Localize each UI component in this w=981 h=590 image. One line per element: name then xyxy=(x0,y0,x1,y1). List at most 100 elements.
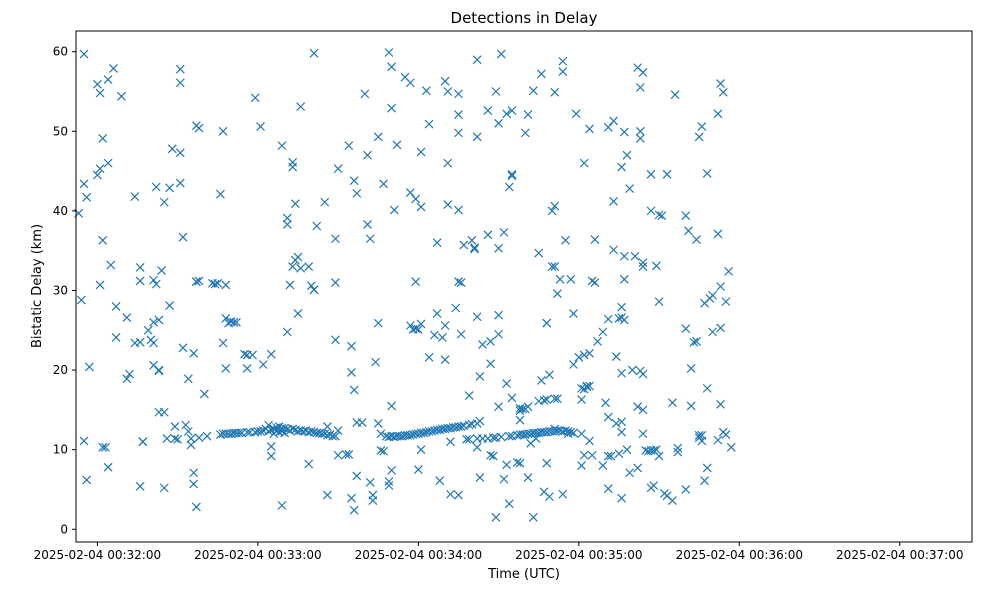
data-point xyxy=(617,417,627,427)
data-point xyxy=(443,200,453,209)
data-point xyxy=(191,277,201,287)
data-point xyxy=(598,461,608,471)
data-point xyxy=(649,481,659,490)
data-point xyxy=(277,500,287,510)
data-point xyxy=(633,402,643,412)
data-point xyxy=(341,450,351,459)
data-point xyxy=(216,189,225,199)
data-point xyxy=(138,437,148,447)
data-point xyxy=(440,355,450,365)
data-point xyxy=(494,118,504,128)
data-point xyxy=(186,440,196,450)
data-point xyxy=(151,279,161,289)
data-point xyxy=(424,119,434,129)
data-point xyxy=(625,184,635,194)
data-point xyxy=(165,183,175,193)
data-point xyxy=(424,352,434,362)
x-tick-label: 2025-02-04 00:36:00 xyxy=(676,548,803,562)
data-point xyxy=(285,280,295,290)
data-point xyxy=(472,442,482,452)
data-point xyxy=(638,67,648,77)
data-point xyxy=(507,393,517,403)
data-point xyxy=(619,251,629,261)
data-point xyxy=(670,90,680,100)
data-point xyxy=(333,450,343,460)
data-point xyxy=(681,211,691,221)
data-point xyxy=(483,230,493,240)
data-point xyxy=(331,335,340,345)
data-point xyxy=(248,350,257,360)
data-point xyxy=(373,132,383,142)
data-point xyxy=(109,63,118,73)
data-point xyxy=(317,429,327,439)
data-point xyxy=(373,418,383,428)
data-point xyxy=(638,262,648,272)
data-point xyxy=(662,169,672,179)
data-point xyxy=(539,395,549,405)
data-point xyxy=(488,451,498,461)
data-point xyxy=(635,126,645,136)
data-point xyxy=(579,350,589,360)
data-point xyxy=(456,422,466,432)
data-point xyxy=(162,434,172,443)
data-point xyxy=(384,481,394,490)
data-point xyxy=(654,451,664,461)
data-point xyxy=(175,148,185,158)
data-point xyxy=(638,369,648,379)
data-point xyxy=(322,490,332,500)
data-point xyxy=(716,399,726,409)
data-point xyxy=(411,277,421,287)
data-point xyxy=(515,415,525,425)
data-point xyxy=(84,362,94,372)
data-point xyxy=(320,197,330,207)
data-point xyxy=(566,274,576,284)
data-point xyxy=(700,476,709,486)
data-point xyxy=(657,211,667,221)
data-point xyxy=(405,430,415,440)
data-point xyxy=(614,449,624,459)
data-point xyxy=(708,290,717,300)
data-point xyxy=(713,435,723,445)
data-point xyxy=(470,244,479,254)
data-point xyxy=(496,49,506,59)
data-point xyxy=(451,303,461,313)
data-point xyxy=(149,338,158,348)
data-point xyxy=(229,317,239,327)
data-point xyxy=(421,86,431,96)
data-point xyxy=(547,206,557,216)
data-point xyxy=(304,262,314,272)
data-point xyxy=(384,477,394,486)
data-point xyxy=(293,309,303,318)
data-point xyxy=(654,210,664,220)
data-point xyxy=(635,83,645,92)
data-point xyxy=(282,219,292,229)
data-point xyxy=(149,275,158,285)
data-point xyxy=(638,405,648,415)
data-point xyxy=(349,176,359,186)
data-point xyxy=(603,451,613,461)
data-point xyxy=(635,134,645,143)
data-point xyxy=(464,391,474,400)
data-point xyxy=(577,429,586,439)
data-point xyxy=(352,471,362,481)
data-point xyxy=(721,297,731,307)
data-point xyxy=(349,385,359,395)
data-point xyxy=(387,465,397,475)
data-point xyxy=(413,325,423,334)
data-point xyxy=(470,243,479,252)
data-point xyxy=(446,489,455,499)
data-point xyxy=(523,110,533,119)
data-point xyxy=(266,451,276,461)
data-point xyxy=(689,337,699,347)
data-point xyxy=(173,434,183,444)
data-point xyxy=(111,333,121,342)
data-point xyxy=(499,227,509,237)
data-point xyxy=(569,360,578,369)
data-point xyxy=(609,245,619,255)
data-point xyxy=(234,428,244,438)
data-point xyxy=(713,109,723,119)
data-point xyxy=(488,433,498,443)
data-point xyxy=(79,179,89,189)
data-point xyxy=(154,366,164,376)
